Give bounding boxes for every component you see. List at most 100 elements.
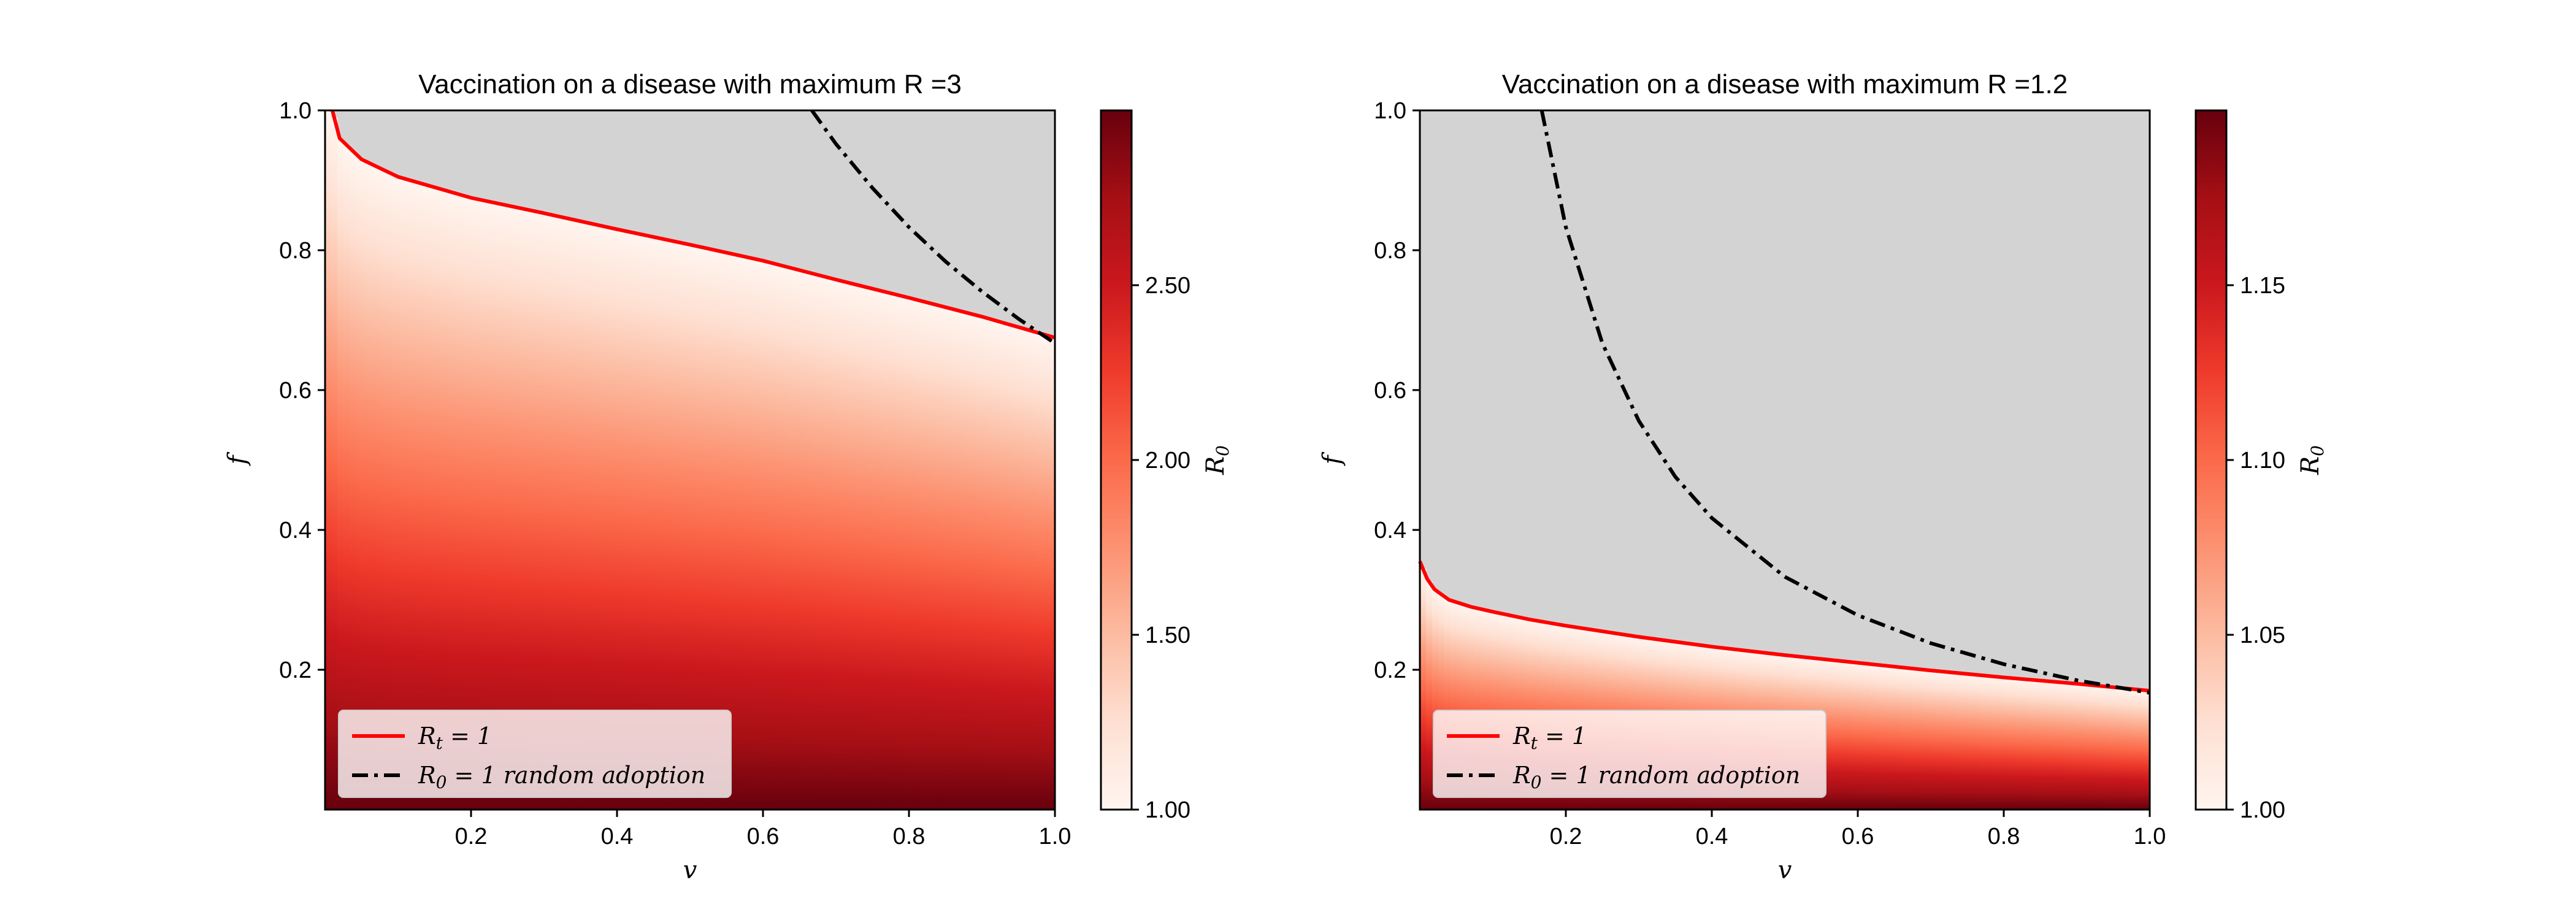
heatmap-cell: [483, 201, 490, 810]
y-tick-label: 0.4: [279, 518, 312, 543]
heatmap-cell: [495, 203, 502, 810]
heatmap-cell: [337, 139, 344, 810]
heatmap-cell: [404, 179, 411, 810]
heatmap-cell: [769, 263, 776, 810]
heatmap-cell: [891, 294, 897, 810]
heatmap-cell: [672, 241, 678, 810]
heatmap-cell: [477, 199, 484, 810]
heatmap-cell: [392, 175, 399, 810]
heatmap-cell: [903, 297, 910, 810]
heatmap-cell: [1852, 662, 1858, 810]
heatmap-cell: [562, 218, 569, 810]
heatmap-cell: [538, 212, 545, 810]
x-tick-label: 0.2: [455, 824, 488, 849]
heatmap-cell: [927, 303, 934, 810]
legend-box: [338, 710, 732, 798]
heatmap-cell: [2022, 679, 2029, 810]
heatmap-cell: [1942, 672, 1950, 810]
heatmap-cell: [410, 181, 417, 810]
heatmap-cell: [982, 317, 989, 810]
heatmap-cell: [1863, 664, 1871, 810]
heatmap-cell: [1420, 569, 1427, 810]
colorbar-tick-label: 2.00: [1145, 448, 1190, 473]
right-y-axis-label: f: [1318, 451, 1346, 466]
heatmap-cell: [696, 247, 703, 810]
series-line-r0-random-adoption: [810, 109, 1056, 345]
heatmap-cell: [2077, 684, 2083, 810]
heatmap-cell: [1000, 323, 1007, 810]
heatmap-cell: [1919, 669, 1925, 810]
heatmap-cell: [355, 156, 362, 810]
right-plot-area: [1418, 109, 2151, 811]
heatmap-cell: [447, 191, 453, 810]
y-tick-label: 0.2: [1374, 657, 1406, 683]
legend-entry-label: Rt = 1: [418, 723, 492, 753]
heatmap-cell: [367, 163, 375, 810]
heatmap-cell: [860, 286, 867, 810]
heatmap-cell: [732, 255, 740, 810]
heatmap-cell: [1925, 670, 1931, 810]
heatmap-cell: [374, 166, 380, 810]
heatmap-cell: [343, 145, 350, 810]
heatmap-cell: [878, 291, 886, 810]
colorbar-tick-label: 2.50: [1145, 273, 1190, 299]
heatmap-cell: [1425, 581, 1433, 810]
y-tick-label: 0.4: [1374, 518, 1406, 543]
heatmap-cell: [909, 298, 916, 810]
heatmap-cell: [914, 300, 922, 810]
heatmap-cell: [1882, 665, 1889, 810]
left-x-ticks: 0.2 0.4 0.6 0.8 1.0: [455, 810, 1071, 849]
heatmap-cell: [641, 235, 648, 810]
heatmap-cell: [1444, 598, 1451, 810]
right-colorbar: 1.00 1.05 1.10 1.15 R0: [2195, 109, 2328, 823]
heatmap-cell: [1949, 672, 1956, 810]
heatmap-cell: [519, 209, 526, 810]
heatmap-cell: [2095, 686, 2102, 810]
heatmap-cell: [507, 206, 515, 810]
heatmap-cell: [811, 274, 818, 810]
axes-frame: [324, 109, 1056, 811]
heatmap-cell: [440, 190, 448, 810]
heatmap-cell: [453, 193, 459, 810]
x-tick-label: 0.4: [601, 824, 634, 849]
heatmap-cell: [416, 183, 423, 810]
heatmap-cell: [331, 117, 338, 810]
colorbar-tick-label: 1.10: [2240, 448, 2285, 473]
heatmap-cell: [2028, 680, 2035, 810]
heatmap-cell: [933, 305, 940, 810]
heatmap-cell: [1973, 675, 1980, 810]
heatmap-cell: [824, 277, 830, 810]
heatmap-cell: [897, 295, 903, 810]
heatmap-cell: [1869, 664, 1877, 810]
x-tick-label: 0.2: [1550, 824, 1582, 849]
heatmap-cell: [1906, 668, 1913, 810]
heatmap-cell: [793, 269, 800, 810]
heatmap-cell: [781, 266, 788, 810]
heatmap-cell: [1967, 674, 1974, 810]
axes-frame: [1419, 109, 2151, 811]
left-x-axis-label: v: [683, 856, 697, 884]
heatmap-cell: [872, 289, 880, 810]
legend-box: [1433, 710, 1827, 798]
left-legend: Rt = 1 R0 = 1 random adoption: [338, 710, 732, 798]
heatmap-cell: [2034, 680, 2041, 810]
x-tick-label: 0.6: [1842, 824, 1874, 849]
legend-entry-label: R0 = 1 random adoption: [418, 762, 705, 792]
y-tick-label: 0.8: [279, 238, 312, 264]
heatmap-cell: [830, 278, 837, 810]
heatmap-cell: [2144, 690, 2150, 810]
heatmap-cell: [568, 219, 575, 810]
heatmap-cell: [2009, 678, 2017, 810]
heatmap-cell: [1462, 605, 1470, 810]
heatmap-cell: [720, 251, 727, 810]
heatmap-cell: [489, 202, 496, 810]
heatmap-cell: [848, 283, 855, 810]
heatmap-cell: [325, 110, 332, 810]
heatmap-cell: [629, 232, 636, 810]
heatmap-cell: [526, 210, 532, 810]
x-tick-label: 0.6: [747, 824, 780, 849]
heatmap-cell: [665, 240, 672, 810]
heatmap-cell: [2040, 681, 2047, 810]
right-y-ticks: 0.2 0.4 0.6 0.8 1.0: [1374, 98, 1420, 683]
left-chart-title: Vaccination on a disease with maximum R …: [418, 69, 962, 99]
